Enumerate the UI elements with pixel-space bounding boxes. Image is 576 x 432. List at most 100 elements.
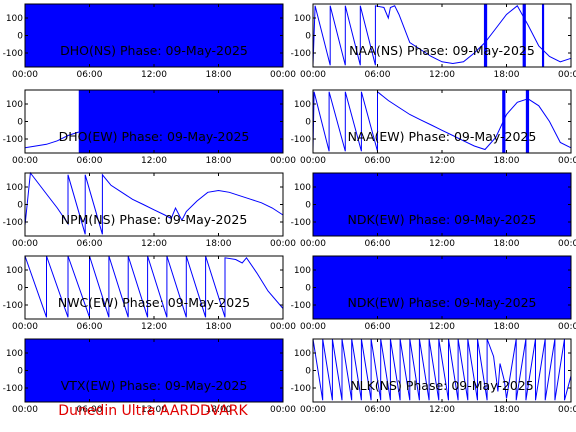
y-tick-label: -100: [291, 135, 312, 145]
phase-trace: [312, 90, 572, 152]
x-tick-label: 00:00: [300, 405, 326, 415]
phase-trace-dense: [541, 4, 545, 67]
panel-title: NDK(EW) Phase: 09-May-2025: [347, 295, 536, 310]
x-tick-label: 06:00: [77, 156, 103, 166]
x-tick-label: 18:00: [206, 405, 232, 415]
y-tick-label: 100: [294, 349, 311, 359]
x-tick-label: 00:00: [300, 156, 326, 166]
chart-panel: 100 0 -100 00:00 06:00 12:00 18:00 00:00 NDK(EW)…: [291, 255, 576, 332]
x-tick-label: 00:00: [300, 239, 326, 249]
y-tick-label: 100: [294, 14, 311, 24]
phase-trace-dense: [522, 4, 526, 67]
chart-panel: 100 0 -100 00:00 06:00 12:00 18:00 00:00 NDK(EW)…: [291, 172, 576, 249]
chart-panel: 100 0 -100 00:00 06:00 12:00 18:00 00:00 DHO(NS)…: [3, 3, 296, 80]
phase-trace: [312, 5, 572, 66]
phase-trace-dense: [525, 90, 530, 153]
chart-panel: 100 0 -100 00:00 06:00 12:00 18:00 00:00 DHO(EW)…: [3, 89, 296, 166]
y-tick-label: 0: [17, 32, 23, 42]
x-tick-label: 00:00: [12, 70, 38, 80]
panel-title: NAA(NS) Phase: 09-May-2025: [349, 43, 535, 58]
chart-panel: 100 0 -100 00:00 06:00 12:00 18:00 00:00 NLK(NS)…: [291, 338, 576, 415]
chart-panel: 100 0 -100 00:00 06:00 12:00 18:00 00:00 NWC(EW)…: [3, 255, 296, 332]
y-tick-label: -100: [291, 301, 312, 311]
panel-title: DHO(NS) Phase: 09-May-2025: [60, 43, 248, 58]
x-tick-label: 12:00: [141, 239, 167, 249]
y-tick-label: 0: [305, 32, 311, 42]
x-tick-label: 00:00: [270, 156, 296, 166]
x-tick-label: 06:00: [365, 70, 391, 80]
x-tick-label: 00:00: [270, 322, 296, 332]
x-tick-label: 00:00: [12, 405, 38, 415]
x-tick-label: 12:00: [141, 405, 167, 415]
y-tick-label: 0: [305, 118, 311, 128]
x-tick-label: 00:00: [300, 322, 326, 332]
y-tick-label: 0: [17, 367, 23, 377]
footer-label: Dunedin Ultra AARDDVARK: [58, 403, 248, 419]
y-tick-label: -100: [3, 218, 24, 228]
y-tick-label: 0: [17, 284, 23, 294]
chart-panel: 100 0 -100 00:00 06:00 12:00 18:00 00:00 NPM(NS)…: [3, 171, 296, 249]
x-tick-label: 18:00: [494, 322, 520, 332]
y-tick-label: 100: [6, 266, 23, 276]
x-tick-label: 06:00: [77, 239, 103, 249]
chart-panel: 100 0 -100 00:00 06:00 12:00 18:00 00:00 VTX(EW)…: [3, 338, 296, 415]
phase-trace: [312, 338, 572, 401]
chart-panel: 100 0 -100 00:00 06:00 12:00 18:00 00:00 NAA(EW)…: [291, 89, 576, 166]
x-tick-label: 18:00: [206, 70, 232, 80]
y-tick-label: 0: [17, 118, 23, 128]
x-tick-label: 06:00: [77, 70, 103, 80]
y-tick-label: 0: [305, 201, 311, 211]
y-tick-label: 100: [6, 183, 23, 193]
phase-trace-dense: [483, 4, 488, 67]
y-tick-label: -100: [3, 301, 24, 311]
x-tick-label: 12:00: [429, 405, 455, 415]
x-tick-label: 06:00: [365, 156, 391, 166]
phase-trace: [24, 255, 284, 318]
x-tick-label: 18:00: [494, 156, 520, 166]
y-tick-label: 100: [294, 266, 311, 276]
phase-trace-dense: [502, 90, 506, 153]
x-tick-label: 00:00: [300, 70, 326, 80]
y-tick-label: 100: [6, 100, 23, 110]
panel-title: NWC(EW) Phase: 09-May-2025: [58, 295, 250, 310]
x-tick-label: 00:00: [558, 322, 576, 332]
panel-title: NDK(EW) Phase: 09-May-2025: [347, 212, 536, 227]
y-tick-label: -100: [3, 384, 24, 394]
x-tick-label: 12:00: [141, 70, 167, 80]
x-tick-label: 00:00: [12, 322, 38, 332]
x-tick-label: 00:00: [12, 239, 38, 249]
x-tick-label: 12:00: [429, 156, 455, 166]
x-tick-label: 18:00: [206, 322, 232, 332]
y-tick-label: 0: [17, 201, 23, 211]
x-tick-label: 00:00: [270, 405, 296, 415]
x-tick-label: 06:00: [365, 405, 391, 415]
phase-trace-dense: [25, 339, 283, 402]
x-tick-label: 00:00: [558, 156, 576, 166]
y-tick-label: 0: [305, 367, 311, 377]
phase-trace-dense: [25, 4, 283, 67]
panel-title: NAA(EW) Phase: 09-May-2025: [348, 129, 537, 144]
x-tick-label: 00:00: [270, 239, 296, 249]
y-tick-label: -100: [3, 49, 24, 59]
y-tick-label: 100: [294, 183, 311, 193]
x-tick-label: 06:00: [77, 405, 103, 415]
y-tick-label: -100: [291, 49, 312, 59]
y-tick-label: 0: [305, 284, 311, 294]
phase-trace-dense: [78, 90, 283, 153]
plot-area: [313, 339, 571, 402]
x-tick-label: 18:00: [494, 239, 520, 249]
y-tick-label: 100: [294, 100, 311, 110]
x-tick-label: 00:00: [558, 239, 576, 249]
panel-grid: 100 0 -100 00:00 06:00 12:00 18:00 00:00 DHO(NS)…: [3, 3, 576, 415]
x-tick-label: 12:00: [429, 322, 455, 332]
phase-trace: [24, 171, 284, 235]
x-tick-label: 06:00: [365, 322, 391, 332]
plot-area: [313, 4, 571, 67]
phase-trace-dense: [313, 173, 571, 236]
y-tick-label: 100: [6, 14, 23, 24]
chart-panel: 100 0 -100 00:00 06:00 12:00 18:00 00:00 NAA(NS)…: [291, 3, 576, 80]
x-tick-label: 12:00: [429, 70, 455, 80]
x-tick-label: 00:00: [558, 405, 576, 415]
y-tick-label: 100: [6, 349, 23, 359]
y-tick-label: -100: [291, 384, 312, 394]
